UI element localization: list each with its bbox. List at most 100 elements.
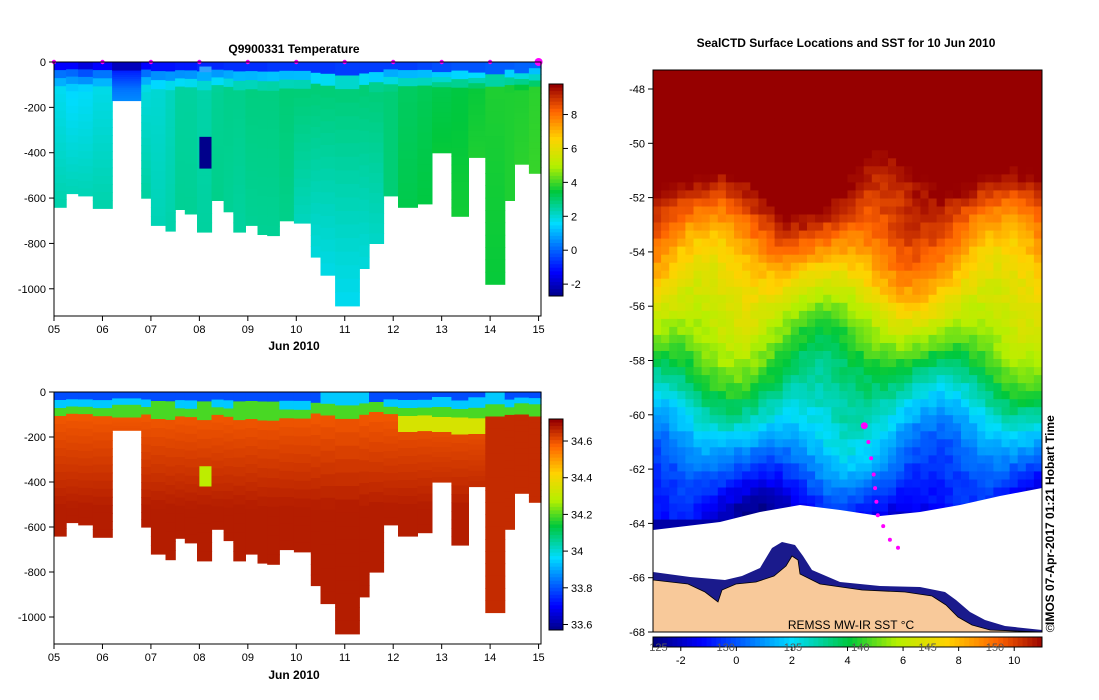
colorbar-swatch <box>1007 637 1014 647</box>
sst-cell <box>1001 343 1011 352</box>
sst-cell <box>734 278 743 288</box>
sst-cell <box>831 503 840 513</box>
section-cell <box>184 526 198 535</box>
sst-cell <box>774 238 784 248</box>
sst-cell <box>879 367 889 376</box>
section-cell <box>485 74 506 88</box>
section-cell <box>78 421 94 430</box>
sst-cell <box>985 359 994 368</box>
sst-cell <box>855 375 865 384</box>
sst-cell <box>685 142 695 151</box>
sst-cell <box>896 463 905 472</box>
sst-cell <box>823 230 832 240</box>
section-cell <box>92 521 113 530</box>
sst-cell <box>807 334 816 344</box>
section-cell <box>451 460 469 470</box>
section-cell <box>257 458 268 469</box>
section-cell <box>369 233 385 244</box>
section-cell <box>223 392 234 401</box>
sst-cell <box>677 134 686 143</box>
section-cell <box>369 472 385 483</box>
sst-cell <box>758 439 768 448</box>
section-cell <box>359 585 370 598</box>
section-cell <box>184 112 198 122</box>
section-cell <box>92 400 113 409</box>
section-cell <box>165 550 176 561</box>
section-cell <box>78 443 94 452</box>
section-cell <box>54 472 67 481</box>
section-cell <box>92 183 113 193</box>
section-cell <box>359 165 370 178</box>
sst-cell <box>871 294 881 304</box>
sst-cell <box>912 439 921 448</box>
sst-cell <box>774 455 784 464</box>
sst-cell <box>734 246 743 256</box>
sst-cell <box>734 455 743 464</box>
sst-cell <box>653 511 662 521</box>
sst-cell <box>758 102 768 111</box>
sst-cell <box>1025 334 1035 344</box>
section-cell <box>383 128 399 137</box>
sst-cell <box>944 262 954 272</box>
sst-cell <box>766 214 776 224</box>
sst-cell <box>815 174 824 183</box>
sst-cell <box>952 206 962 216</box>
sst-cell <box>750 134 759 143</box>
sst-cell <box>807 302 816 312</box>
sst-cell <box>896 174 905 183</box>
sst-cell <box>815 70 824 79</box>
section-cell <box>468 130 486 137</box>
section-cell <box>398 392 418 401</box>
sst-cell <box>888 407 897 416</box>
section-cell <box>528 453 542 460</box>
section-cell <box>54 183 67 192</box>
sst-cell <box>912 190 921 199</box>
sst-cell <box>871 455 881 464</box>
section-cell <box>211 77 225 86</box>
section-cell <box>257 81 268 92</box>
sst-cell <box>952 375 962 384</box>
sst-cell <box>807 86 816 95</box>
sst-cell <box>961 487 970 497</box>
sst-cell <box>839 78 849 87</box>
colorbar-swatch <box>549 450 563 455</box>
sst-cell <box>709 431 719 440</box>
x-tick-label: 12 <box>387 324 399 336</box>
sst-cell <box>936 503 946 513</box>
section-cell <box>451 130 469 140</box>
sst-cell <box>742 118 751 127</box>
sst-cell <box>855 415 865 424</box>
sst-cell <box>725 503 735 513</box>
section-cell <box>432 392 452 398</box>
sst-cell <box>807 367 816 376</box>
sst-cell <box>798 94 808 103</box>
sst-cell <box>888 318 897 328</box>
sst-cell <box>839 86 849 95</box>
sst-cell <box>701 182 711 191</box>
sst-cell <box>725 383 735 392</box>
sst-cell <box>717 471 727 480</box>
sst-cell <box>944 447 954 456</box>
y-tick-label: -1000 <box>18 284 46 296</box>
section-cell <box>150 152 166 163</box>
section-cell <box>233 495 246 506</box>
sst-cell <box>961 262 970 272</box>
sst-cell <box>1025 367 1035 376</box>
sst-cell <box>798 166 808 175</box>
sst-cell <box>993 367 1003 376</box>
sst-cell <box>993 142 1003 151</box>
sst-cell <box>896 310 905 320</box>
colorbar-swatch <box>549 464 563 469</box>
x-tick-label: 11 <box>339 324 350 336</box>
sst-cell <box>831 447 840 456</box>
sst-cell <box>961 190 970 199</box>
sst-cell <box>750 86 759 95</box>
sst-cell <box>1033 270 1042 280</box>
sst-cell <box>985 391 994 400</box>
sst-cell <box>969 126 978 135</box>
sst-cell <box>977 399 986 408</box>
sst-cell <box>952 278 962 288</box>
section-cell <box>451 468 469 478</box>
sst-cell <box>855 214 865 224</box>
sst-cell <box>815 326 824 336</box>
